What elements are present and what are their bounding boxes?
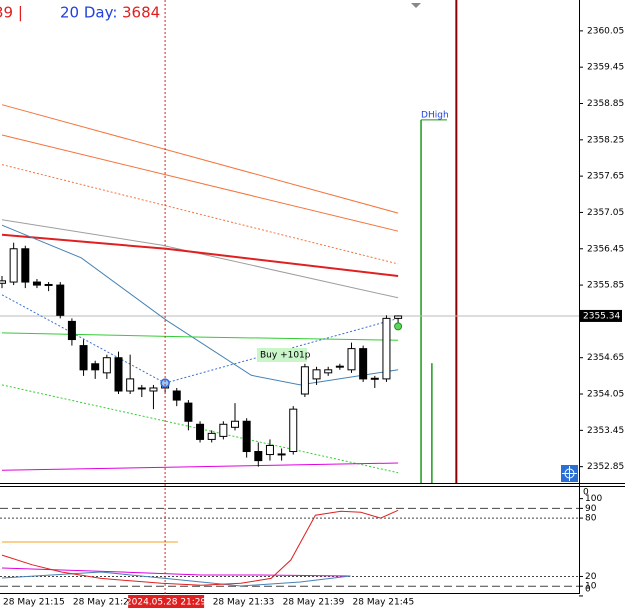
scroll-marker[interactable]	[411, 3, 421, 8]
candle-body	[231, 420, 239, 428]
indicator-line	[1, 134, 399, 232]
indicator-pane	[0, 507, 579, 587]
indicator-line	[1, 509, 399, 586]
candle-body	[56, 284, 65, 316]
indicator-line	[1, 219, 399, 299]
indicator-line	[1, 571, 351, 587]
candle-body	[347, 348, 356, 371]
candle-body	[394, 315, 403, 319]
y-tick-label: 2353.45	[587, 426, 624, 436]
candle-body	[184, 402, 193, 422]
candle-body	[370, 377, 379, 380]
candle-body	[79, 345, 88, 371]
candle-body	[289, 408, 298, 453]
x-tick-label: 28 May 21:33	[213, 598, 275, 608]
crosshair-icon	[562, 466, 577, 481]
candle-body	[196, 423, 205, 440]
trade-label: Buy +101p	[260, 351, 311, 361]
header-value: 3684	[122, 4, 160, 22]
candle-body	[219, 423, 228, 437]
y-tick-label: 2357.05	[587, 208, 624, 218]
trade-line	[1, 294, 166, 384]
candle-body	[114, 357, 123, 392]
y-tick-label: 2358.85	[587, 99, 624, 109]
y-tick-label: 80	[585, 514, 597, 524]
y-tick-label: 2360.05	[587, 26, 624, 36]
candle-body	[254, 451, 263, 462]
y-tick-label: 2356.45	[587, 244, 624, 254]
candle-body	[382, 317, 391, 380]
candle-body	[359, 348, 368, 380]
entry-marker	[160, 378, 170, 388]
candle-body	[32, 281, 41, 286]
indicator-line	[1, 567, 351, 577]
y-tick-label: 0	[585, 585, 591, 595]
level-label: DHigh	[421, 110, 449, 120]
main-pane: DHigh Buy +101p	[0, 0, 579, 483]
trade-label-bg	[257, 348, 307, 362]
indicator-line	[1, 104, 399, 214]
candle-body	[242, 420, 251, 453]
header-left: 39 |	[0, 4, 23, 22]
y-tick-label: 2357.65	[587, 172, 624, 182]
y-tick-label: 2352.85	[587, 462, 624, 472]
candle-body	[0, 280, 6, 284]
y-tick-label: 20	[585, 572, 597, 582]
candle-body	[335, 365, 344, 368]
candle-body	[102, 357, 111, 374]
candle-body	[324, 369, 333, 374]
header-label: 20 Day:	[60, 4, 117, 22]
y-tick-label: 2358.25	[587, 135, 624, 145]
candle-body	[312, 369, 321, 380]
y-tick-label: 100	[585, 494, 602, 504]
y-tick-label: 2354.65	[587, 353, 624, 363]
candle-body	[300, 366, 309, 395]
x-tick-label: 28 May 21:39	[283, 598, 345, 608]
x-tick-label: 28 May 21:15	[3, 598, 65, 608]
indicator-line	[1, 462, 399, 471]
crosshair-label: 2024.05.28 21:29	[126, 598, 207, 608]
candle-body	[207, 432, 216, 440]
candle-body	[91, 363, 100, 371]
crosshair-label-bg	[128, 595, 205, 608]
last-price-label: 2355.34	[583, 311, 620, 321]
y-tick-label: 2354.05	[587, 390, 624, 400]
indicator-line	[1, 233, 399, 277]
candle-body	[126, 378, 135, 392]
x-tick-label: 28 May 21:21	[73, 598, 135, 608]
y-tick-label: 90	[585, 504, 597, 514]
candle-body	[265, 444, 274, 456]
candle-body	[172, 390, 181, 401]
y-tick-label: 2359.45	[587, 63, 624, 73]
exit-marker	[394, 322, 403, 331]
candle-body	[149, 387, 158, 392]
y-tick-label: 10	[585, 582, 597, 592]
y-tick-label: 2355.85	[587, 281, 624, 291]
last-price-box	[580, 309, 622, 322]
subwindow-top-label: 0	[583, 488, 589, 498]
candle-body	[44, 283, 53, 286]
candle-body	[21, 248, 30, 283]
x-tick-label: 28 May 21:45	[353, 598, 415, 608]
candle-body	[277, 453, 286, 456]
candle-body	[9, 248, 18, 283]
indicator-line	[1, 164, 399, 265]
candle-body	[137, 387, 146, 390]
candle-body	[67, 320, 76, 341]
